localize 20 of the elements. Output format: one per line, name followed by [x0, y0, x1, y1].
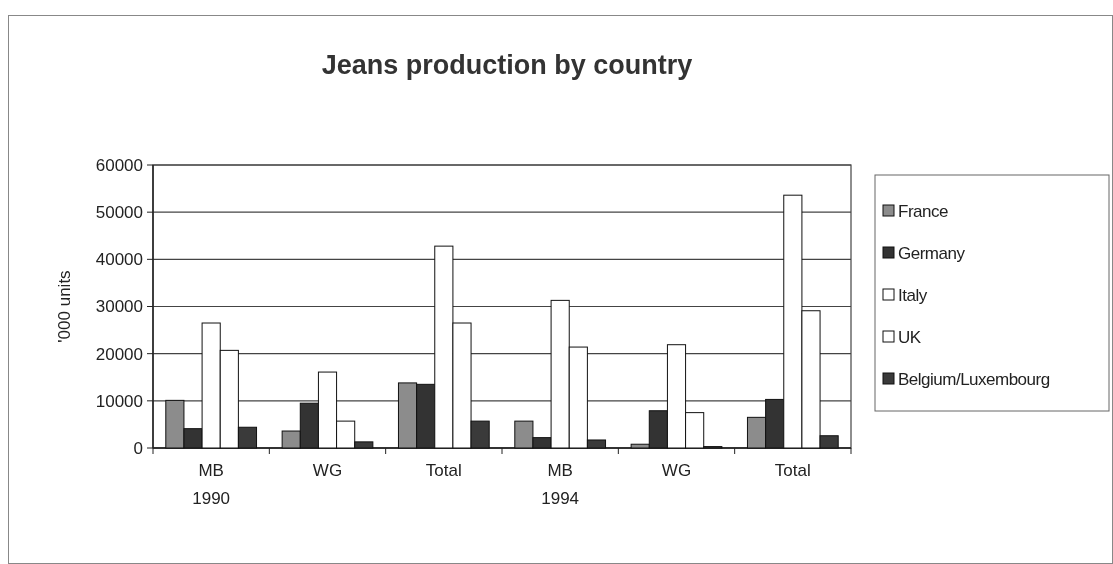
chart-title: Jeans production by country	[321, 50, 693, 80]
legend-label: Germany	[898, 243, 966, 263]
legend-label: Italy	[898, 285, 928, 305]
y-tick-label: 50000	[95, 203, 143, 223]
x-tick-label: Total	[425, 461, 462, 480]
legend-label: UK	[898, 327, 922, 347]
x-tick-label: MB 1994	[541, 461, 580, 508]
y-tick-label: 40000	[95, 250, 143, 270]
y-tick-label: 30000	[95, 297, 143, 317]
y-tick-label: 60000	[95, 155, 143, 175]
y-axis-title: '000 units	[55, 270, 74, 343]
x-tick-label: WG	[661, 461, 692, 480]
y-tick-label: 10000	[95, 391, 143, 411]
y-tick-label: 0	[133, 438, 143, 458]
legend-label: France	[898, 201, 948, 221]
y-tick-label: 20000	[95, 344, 143, 364]
x-tick-label: Total	[774, 461, 811, 480]
legend-label: Belgium/Luxembourg	[898, 369, 1050, 389]
x-tick-label: WG	[312, 461, 343, 480]
x-tick-label: MB 1990	[192, 461, 231, 508]
